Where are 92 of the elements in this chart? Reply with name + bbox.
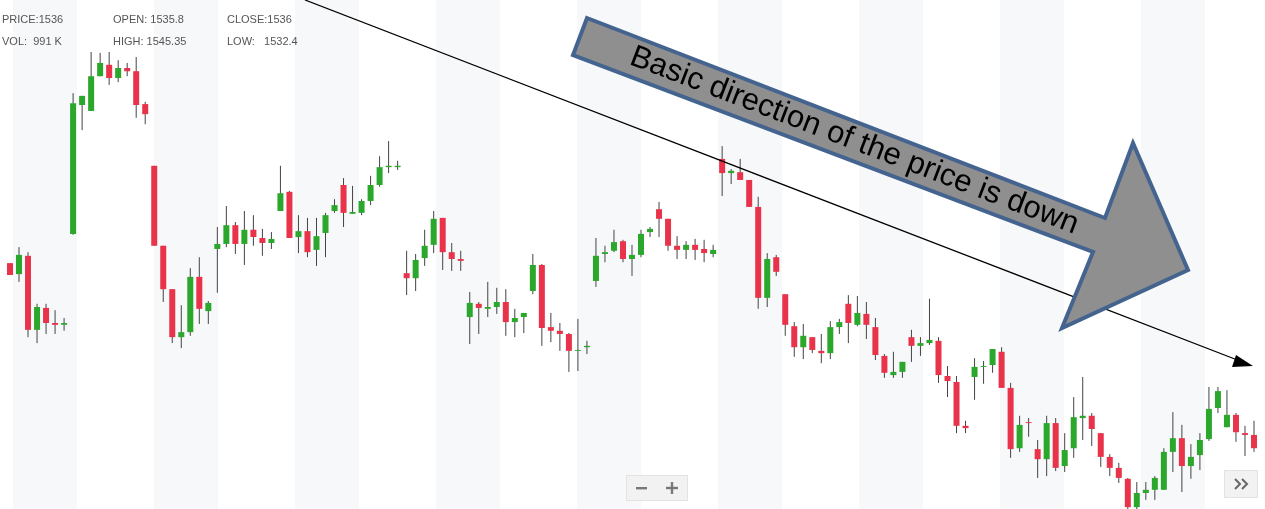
candlestick (908, 329, 915, 363)
candlestick (142, 101, 149, 125)
candlestick (79, 95, 86, 131)
candlestick (259, 228, 266, 257)
candlestick (250, 214, 257, 247)
candlestick (917, 336, 924, 357)
candlestick (710, 244, 717, 258)
candlestick (511, 308, 518, 338)
candlestick (277, 165, 284, 212)
candlestick (475, 301, 482, 335)
candlestick (683, 240, 690, 260)
candlestick (1025, 417, 1032, 438)
text: OPEN: 1535.8 (113, 13, 184, 25)
candlestick (854, 295, 861, 327)
candlestick (1214, 386, 1221, 414)
candlestick (106, 51, 113, 86)
candlestick (403, 250, 410, 296)
candlestick (800, 323, 807, 360)
candlestick (367, 175, 374, 206)
candlestick (1061, 432, 1068, 473)
candlestick (1241, 425, 1248, 457)
candlestick (484, 281, 491, 318)
candlestick (1169, 411, 1176, 473)
candlestick (629, 244, 635, 277)
candlestick (205, 300, 212, 325)
candlestick (52, 309, 59, 335)
candlestick (601, 245, 608, 263)
text: VOL: 991 K (2, 35, 62, 47)
candlestick (466, 291, 473, 345)
candlestick (574, 318, 581, 372)
candlestick (214, 226, 221, 294)
text: PRICE:1536 (2, 13, 64, 25)
candlestick (1151, 475, 1158, 501)
candlestick (448, 242, 455, 272)
candlestick (926, 298, 933, 346)
candlestick (1106, 453, 1113, 477)
candlestick (791, 321, 798, 358)
candlestick (502, 288, 509, 337)
candlestick (647, 226, 654, 238)
candlestick (674, 235, 681, 260)
candlestick (1196, 432, 1203, 471)
candlestick (1034, 439, 1041, 479)
candlestick (1223, 389, 1230, 428)
candlestick (295, 214, 302, 254)
candlestick (638, 229, 645, 258)
candlestick (457, 250, 464, 272)
candlestick (656, 201, 663, 238)
candlestick (619, 239, 626, 263)
candlestick (493, 287, 500, 315)
candlestick (232, 221, 239, 255)
candlestick (845, 294, 852, 344)
candlestick (412, 253, 419, 292)
candlestick (890, 351, 897, 379)
candlestick (1133, 481, 1140, 509)
candlestick (421, 229, 428, 267)
candlestick (547, 312, 554, 343)
candlestick (313, 217, 320, 267)
candlestick (304, 217, 311, 258)
candlestick (1251, 420, 1257, 453)
candlestick (34, 303, 41, 344)
candlestick (1187, 443, 1194, 480)
candlestick (881, 353, 888, 379)
candlestick (349, 185, 356, 215)
candlestick (178, 304, 185, 349)
candlestick (223, 205, 230, 248)
candlestick (944, 365, 951, 398)
candlestick (61, 317, 68, 332)
candlestick (989, 348, 996, 374)
candlestick (241, 210, 248, 266)
candlestick (16, 246, 23, 283)
candlestick (115, 59, 122, 83)
candlestick (1016, 415, 1023, 453)
candlestick (376, 155, 383, 188)
candlestick (322, 212, 329, 258)
candlestick (692, 238, 699, 261)
candlestick (863, 301, 870, 340)
candlestick (701, 239, 708, 263)
candlestick (1088, 412, 1095, 447)
text: CLOSE:1536 (227, 13, 292, 25)
candlestick (43, 303, 50, 335)
candlestick (556, 322, 563, 352)
text: HIGH: 1545.35 (113, 35, 187, 47)
candlestick (565, 332, 572, 373)
candlestick (610, 229, 617, 253)
candlestick (737, 158, 744, 181)
candlestick (971, 357, 978, 401)
candlestick (1232, 412, 1239, 443)
candlestick (1115, 462, 1122, 484)
text: LOW: 1532.4 (227, 35, 298, 47)
candlestick (773, 254, 780, 277)
candlestick (1097, 432, 1104, 468)
candlestick (980, 360, 987, 385)
